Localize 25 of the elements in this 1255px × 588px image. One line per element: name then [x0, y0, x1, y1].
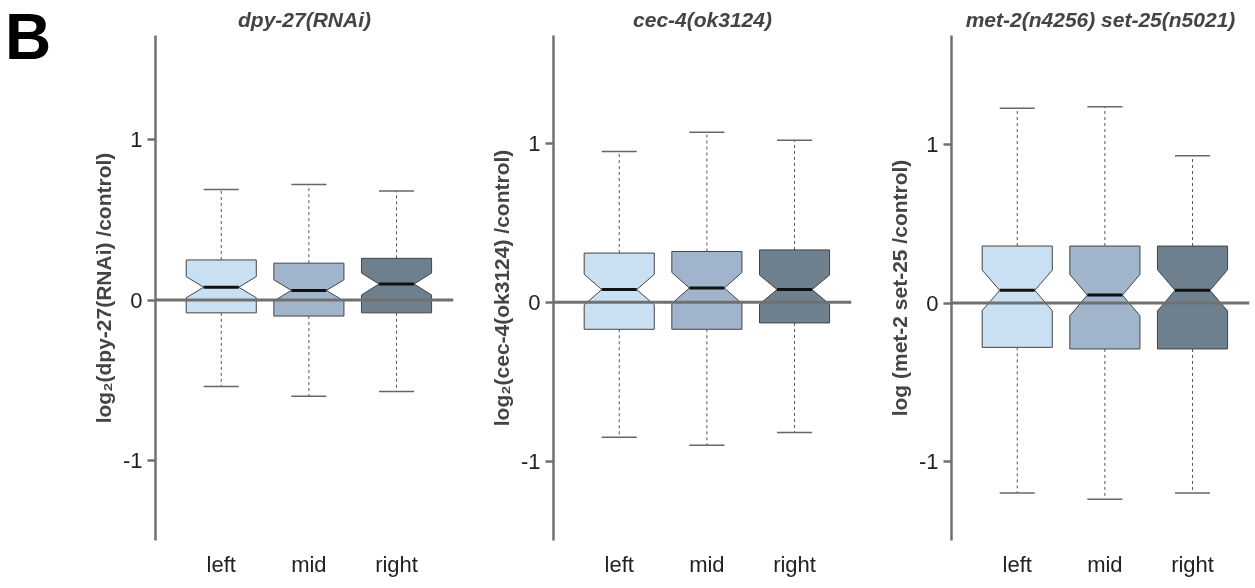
- text: B: [5, 1, 52, 73]
- y-tick-label: -1: [918, 448, 939, 474]
- y-tick-label: -1: [520, 448, 541, 474]
- chart-title: cec-4(ok3124): [633, 7, 772, 31]
- x-tick-label: mid: [291, 551, 327, 577]
- y-axis-title: log (met-2 set-25 /control): [887, 159, 911, 417]
- y-tick-label: 0: [926, 290, 939, 316]
- chart-title: dpy-27(RNAi): [238, 7, 372, 31]
- y-tick-label: 0: [130, 287, 143, 313]
- x-tick-label: right: [1171, 551, 1214, 577]
- y-tick-label: 0: [528, 289, 541, 315]
- y-axis-title: log₂(cec-4(ok3124) /control): [489, 149, 513, 427]
- x-tick-label: left: [604, 551, 634, 577]
- chart-title: met-2(n4256) set-25(n5021): [965, 7, 1236, 31]
- x-tick-label: right: [773, 551, 816, 577]
- x-tick-label: mid: [689, 551, 725, 577]
- x-tick-label: left: [1002, 551, 1032, 577]
- y-axis-title: log₂(dpy-27(RNAi) /control): [91, 152, 115, 424]
- x-tick-label: right: [375, 551, 418, 577]
- y-tick-label: -1: [122, 447, 143, 473]
- y-tick-label: 1: [926, 132, 939, 158]
- y-tick-label: 1: [528, 130, 541, 156]
- y-tick-label: 1: [130, 127, 143, 153]
- x-tick-label: left: [206, 551, 236, 577]
- x-tick-label: mid: [1087, 551, 1123, 577]
